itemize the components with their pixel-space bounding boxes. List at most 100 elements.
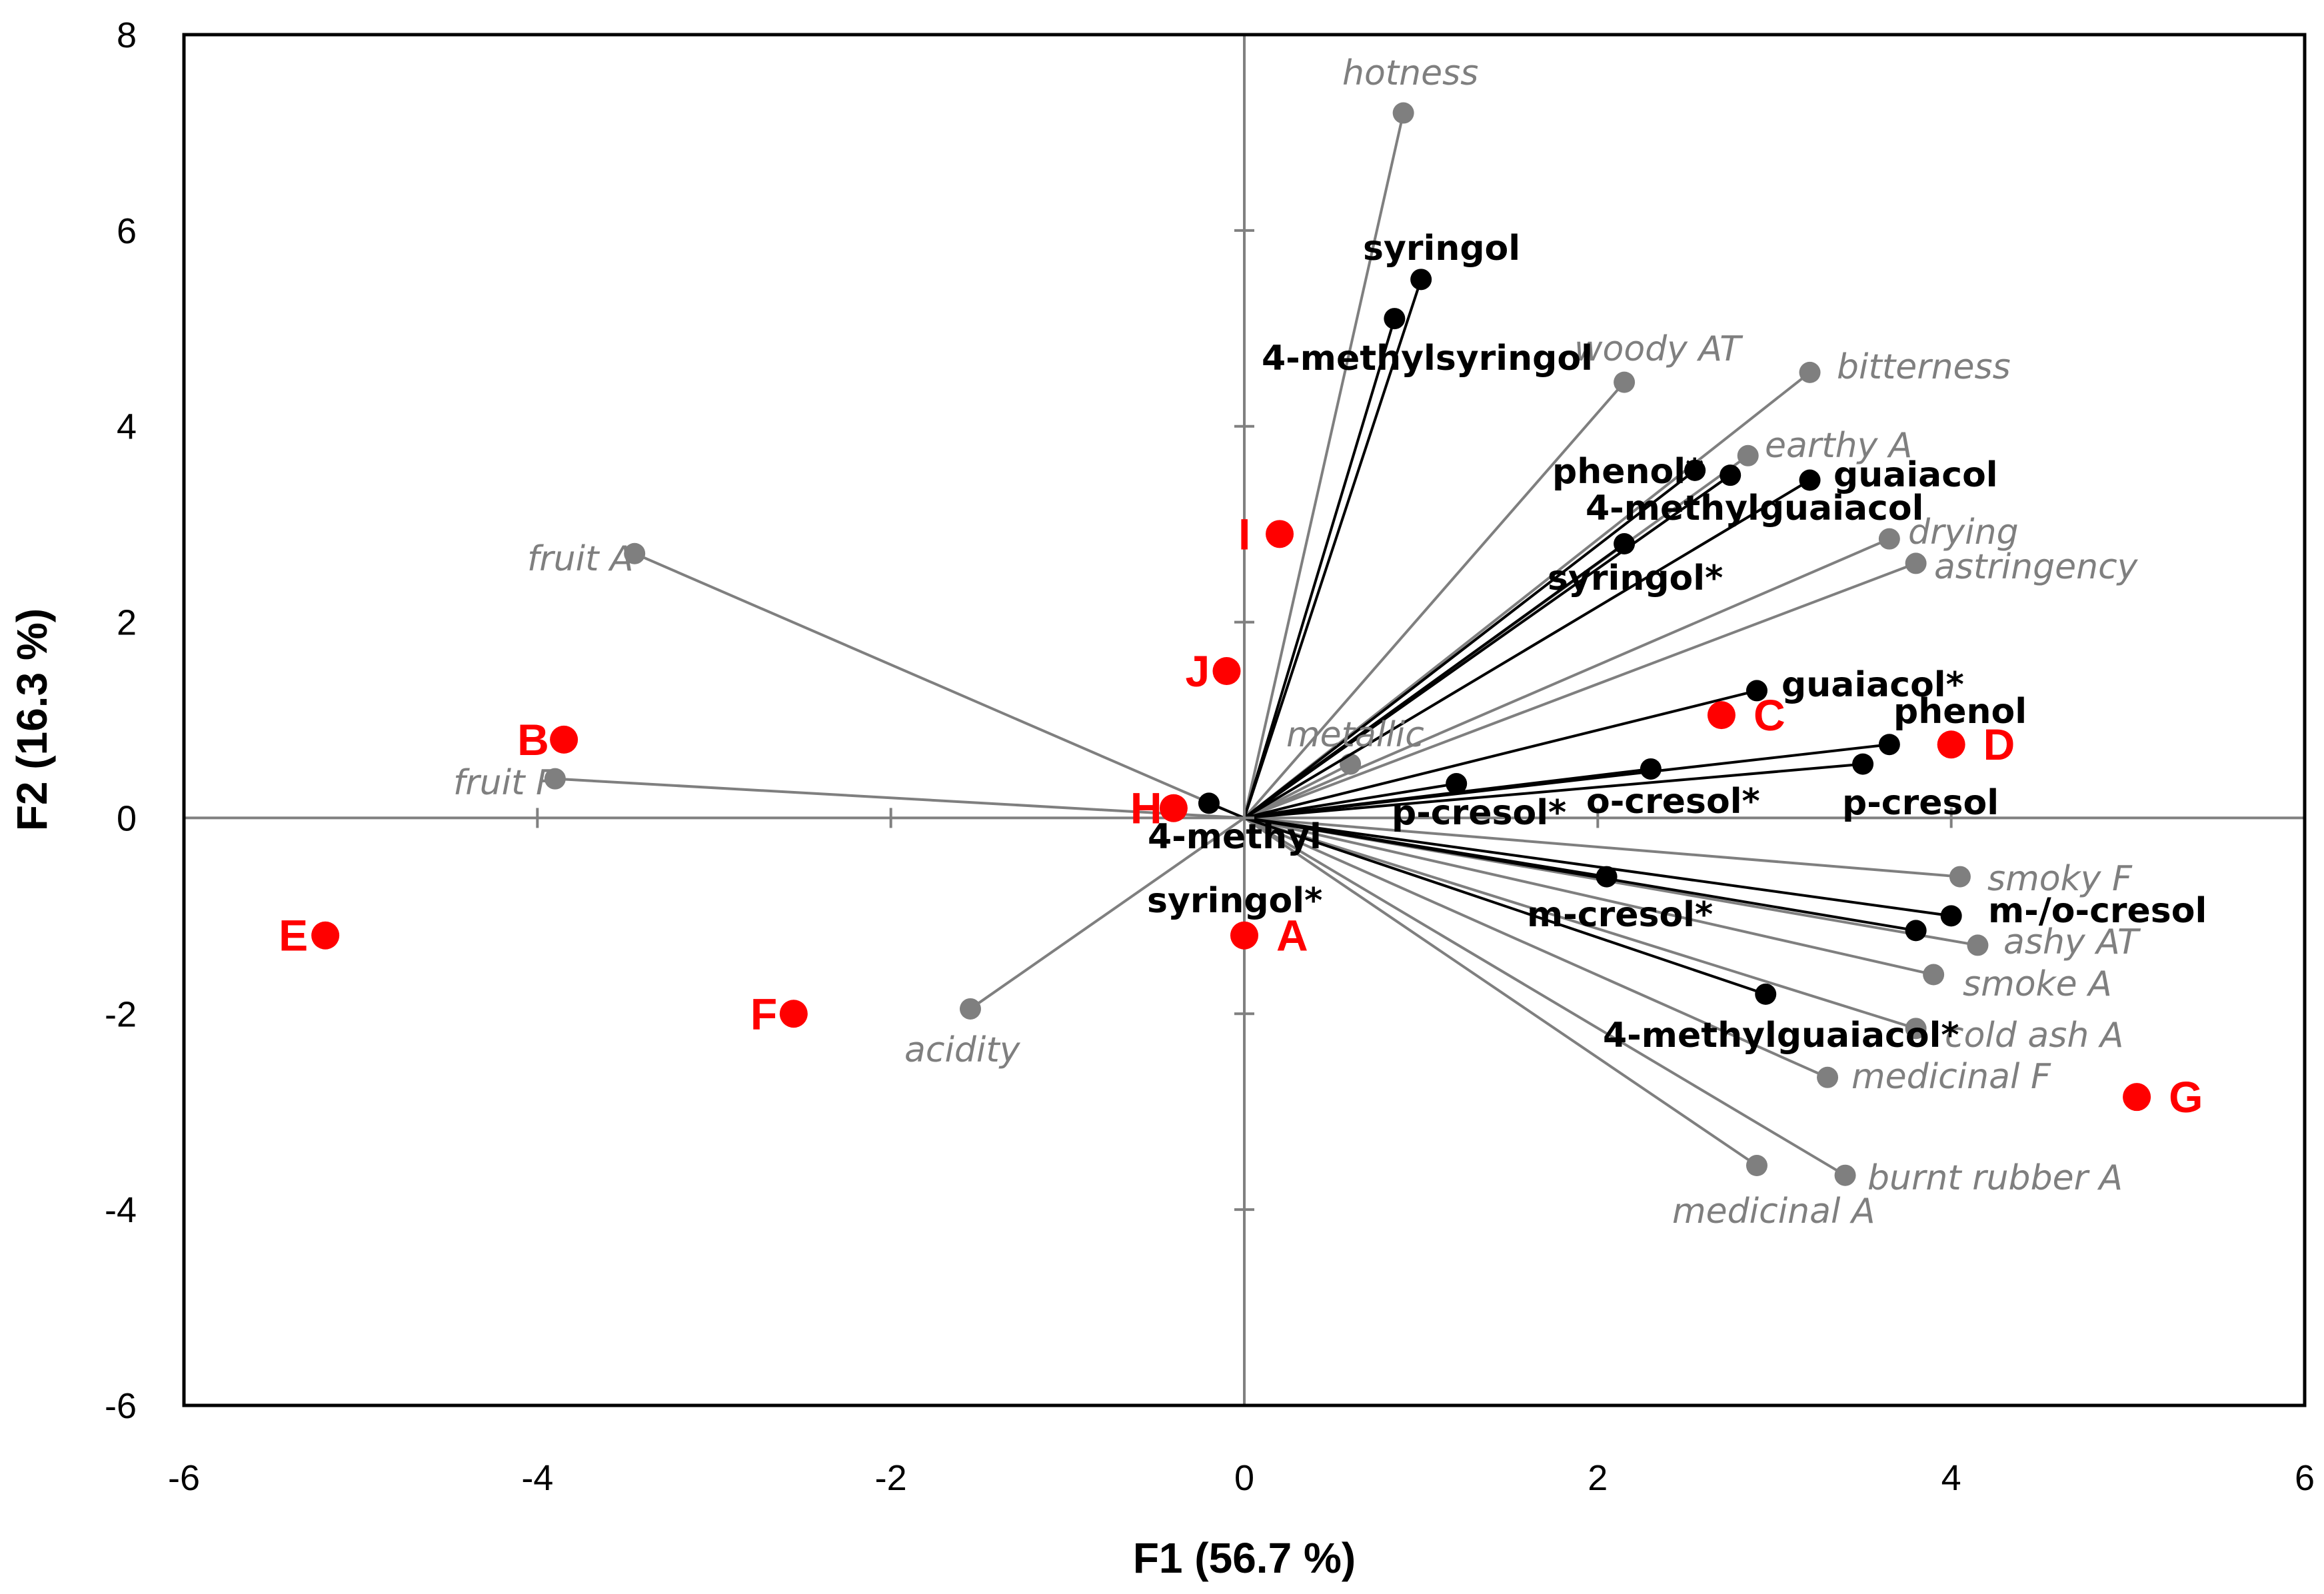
label-syringol-star: syringol* xyxy=(1548,558,1723,598)
label-p-cresol-star: p-cresol* xyxy=(1392,793,1566,833)
sample-e-label: E xyxy=(279,911,308,960)
vector-smoke-a-line xyxy=(1244,816,1934,976)
vector-medicinal-f-line xyxy=(1244,816,1828,1079)
y-tick-label: -6 xyxy=(105,1386,137,1426)
axis-ticks: -6 -4 -2 0 2 4 6 -6 -4 -2 0 2 4 6 8 xyxy=(105,15,2315,1498)
sample-labels: A B C D E F G H I J xyxy=(279,509,2203,1122)
sample-c-label: C xyxy=(1753,690,1785,740)
vector-cold-ash-a-point xyxy=(1905,1018,1927,1040)
sample-h-label: H xyxy=(1130,784,1162,833)
label-guaiacol-star: guaiacol* xyxy=(1781,665,1964,705)
label-ashy-at: ashy AT xyxy=(2003,922,2141,962)
vector-medicinal-f-point xyxy=(1817,1066,1839,1088)
attribute-labels: hotness woody AT bitterness earthy A dry… xyxy=(453,53,2141,1231)
y-tick-label: 2 xyxy=(117,603,137,643)
label-4-methylsyringol-star-line1: 4-methyl xyxy=(1148,817,1322,857)
vector-medicinal-a-line xyxy=(1243,816,1758,1167)
y-tick-label: 0 xyxy=(117,798,137,838)
label-fruit-a: fruit A xyxy=(527,539,634,579)
label-4-methylsyringol: 4-methylsyringol xyxy=(1262,339,1593,379)
vector-syringol-point xyxy=(1410,269,1432,291)
vector-acidity-line xyxy=(969,816,1246,1010)
vector-metallic-point xyxy=(1340,753,1362,775)
y-tick-label: 8 xyxy=(117,15,137,55)
y-tick-label: 4 xyxy=(117,407,137,447)
vector-hotness-point xyxy=(1392,102,1414,124)
label-acidity: acidity xyxy=(904,1030,1021,1070)
compound-vectors xyxy=(1198,269,1962,1005)
vector-phenol-line xyxy=(1243,469,1696,820)
vector-fruit-f-line xyxy=(555,777,1245,820)
label-4-methylsyringol-star-line2: syringol* xyxy=(1147,881,1322,921)
sample-h-point xyxy=(1159,794,1188,822)
sample-a-point xyxy=(1230,921,1258,950)
vector-hotness-line xyxy=(1243,113,1405,818)
label-4-methylguaiacol-star: 4-methylguaiacol* xyxy=(1603,1016,1959,1056)
vector-drying-point xyxy=(1878,528,1900,550)
label-m-o-cresol: m-/o-cresol xyxy=(1988,891,2207,931)
sample-i-point xyxy=(1266,520,1294,548)
vector-p-cresol-line xyxy=(1244,782,1457,820)
vector-o-cresol-point xyxy=(1640,758,1662,780)
vector-guaiacol-point xyxy=(1745,680,1767,702)
vector-p-cresol-line xyxy=(1244,762,1863,820)
sample-f-point xyxy=(779,1000,808,1028)
vector-fruit-a-point xyxy=(624,542,646,564)
vector-medicinal-a-point xyxy=(1745,1155,1767,1177)
label-astringency: astringency xyxy=(1934,547,2139,587)
plot-frame xyxy=(182,33,2307,1407)
vector-4-methylguaiacol-line xyxy=(1244,816,1766,996)
vector-acidity-point xyxy=(959,998,981,1020)
y-tick-label: -2 xyxy=(105,994,137,1034)
label-m-cresol-star: m-cresol* xyxy=(1527,895,1713,935)
label-medicinal-f: medicinal F xyxy=(1851,1057,2051,1097)
sample-g-point xyxy=(2123,1083,2151,1112)
vector-m-o-cresol-point xyxy=(1940,905,1962,927)
sample-c-point xyxy=(1707,701,1736,730)
vector-guaiacol-line xyxy=(1244,689,1757,820)
x-tick-label: 6 xyxy=(2295,1458,2315,1498)
sample-b-label: B xyxy=(517,715,549,764)
vector-fruit-f-point xyxy=(544,768,566,790)
x-tick-label: 2 xyxy=(1588,1458,1608,1498)
vector-earthy-a-point xyxy=(1737,444,1759,466)
label-o-cresol-star: o-cresol* xyxy=(1586,782,1760,822)
x-tick-label: 0 xyxy=(1234,1458,1254,1498)
vector-fruit-a-line xyxy=(634,552,1245,820)
vector-4-methylguaiacol-point xyxy=(1720,464,1742,486)
vector-guaiacol-point xyxy=(1799,469,1821,491)
label-burnt-rubber-a: burnt rubber A xyxy=(1867,1158,2123,1198)
vector-astringency-point xyxy=(1905,552,1927,574)
y-tick-label: 6 xyxy=(117,211,137,251)
label-guaiacol: guaiacol xyxy=(1833,455,1998,495)
label-woody-at: woody AT xyxy=(1574,329,1743,369)
label-syringol: syringol xyxy=(1363,229,1520,269)
vector-m-o-cresol-line xyxy=(1244,816,1951,918)
vector-cold-ash-a-line xyxy=(1244,816,1917,1030)
vector-burnt-rubber-a-point xyxy=(1834,1164,1856,1186)
vector-phenol-point xyxy=(1878,734,1900,756)
label-drying: drying xyxy=(1908,512,2019,552)
vector-woody-at-point xyxy=(1614,371,1636,393)
vector-guaiacol-line xyxy=(1243,478,1811,820)
label-medicinal-a: medicinal A xyxy=(1672,1192,1875,1231)
sample-j-point xyxy=(1212,657,1241,686)
vector-bitterness-point xyxy=(1799,361,1821,383)
label-metallic: metallic xyxy=(1286,715,1424,755)
sample-i-label: I xyxy=(1238,509,1250,558)
vector-4-methylguaiacol-line xyxy=(1244,816,1916,932)
vector-4-methylsyringol-point xyxy=(1384,308,1406,330)
y-tick-label: -4 xyxy=(105,1190,137,1230)
vector-p-cresol-point xyxy=(1446,773,1468,795)
vector-smoky-f-line xyxy=(1244,816,1961,878)
vector-syringol-line xyxy=(1243,542,1626,820)
compound-labels: syringol 4-methylsyringol phenol* 4-meth… xyxy=(1147,229,2207,1056)
vector-syringol-line xyxy=(1243,279,1423,819)
vector-o-cresol-line xyxy=(1244,767,1652,820)
sample-f-label: F xyxy=(750,989,777,1038)
label-bitterness: bitterness xyxy=(1837,347,2011,387)
label-hotness: hotness xyxy=(1342,53,1478,93)
sample-a-label: A xyxy=(1276,911,1308,960)
